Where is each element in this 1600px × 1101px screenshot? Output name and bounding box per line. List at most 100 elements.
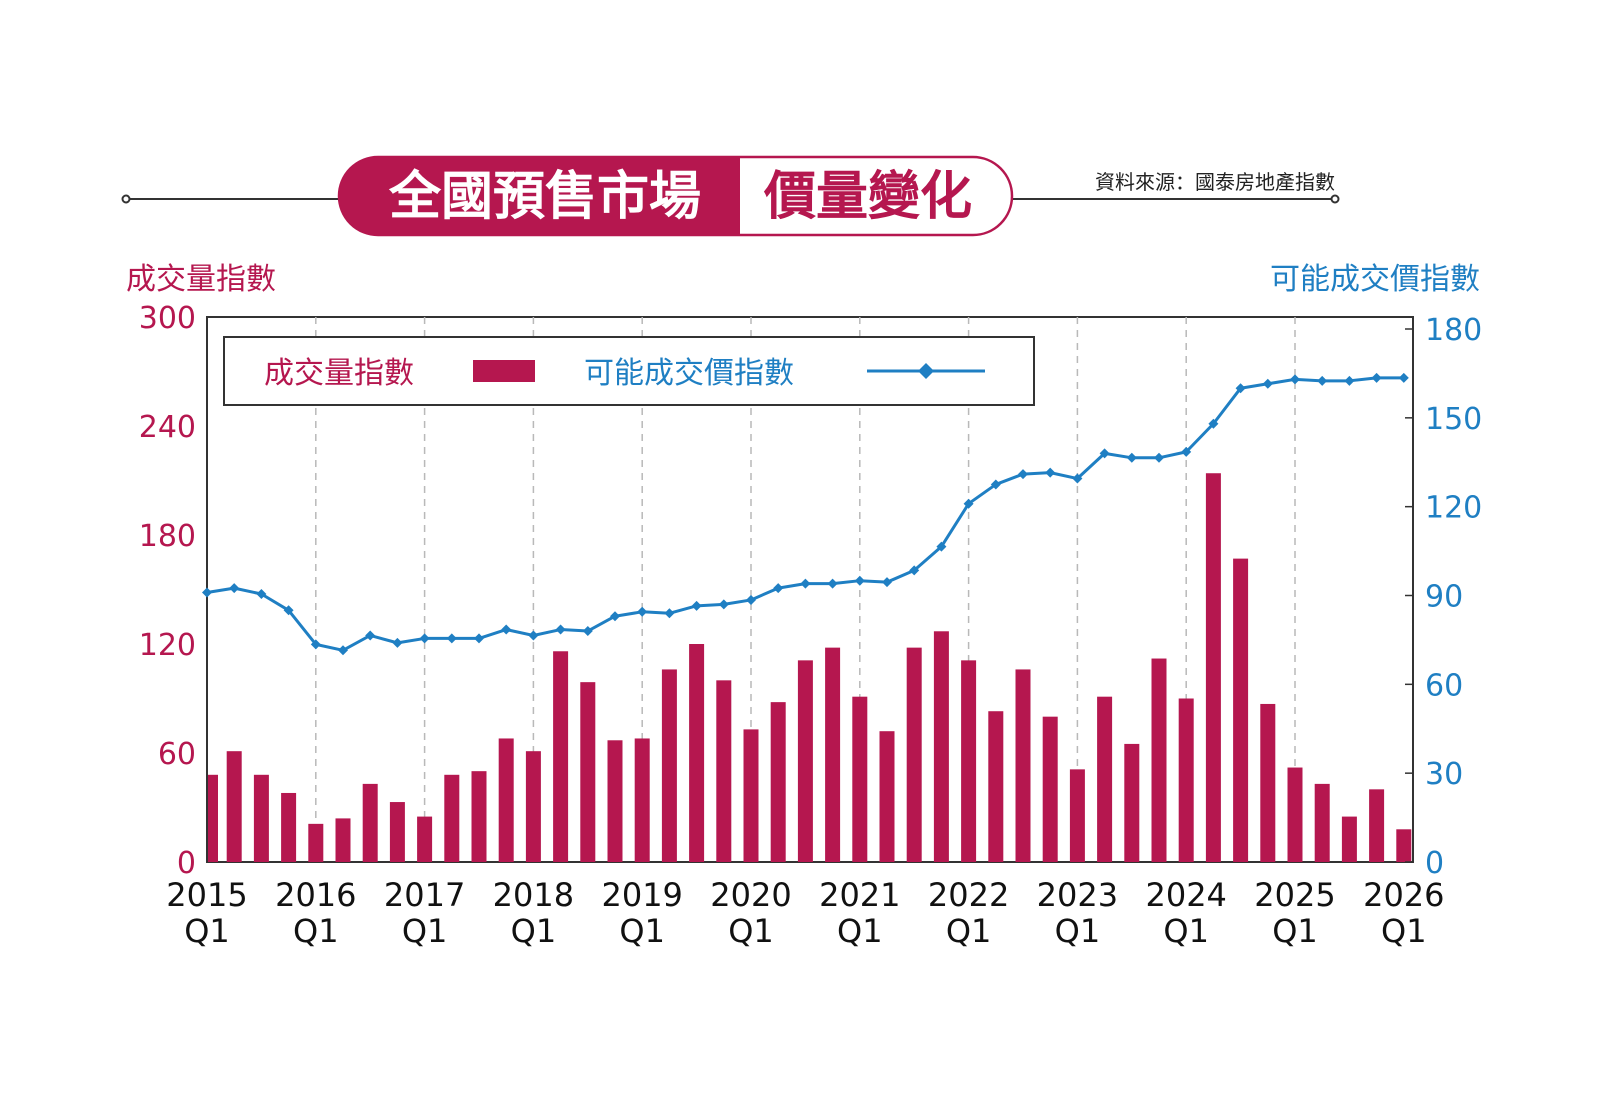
right-tick-label: 120 (1425, 491, 1482, 526)
right-axis-title: 可能成交價指數 (1270, 262, 1480, 297)
x-tick-quarter: Q1 (293, 912, 339, 950)
price-point (882, 577, 892, 588)
left-tick-label: 120 (139, 628, 196, 663)
volume-bar (1015, 669, 1031, 862)
price-point (1099, 448, 1110, 459)
volume-bar (498, 738, 514, 862)
price-point (1398, 372, 1409, 383)
right-tick-label: 30 (1425, 757, 1463, 792)
price-point (1290, 374, 1300, 385)
right-tick-label: 150 (1425, 402, 1482, 437)
volume-bar (1178, 698, 1194, 862)
legend-volume-swatch (473, 360, 535, 382)
right-axis-ticks: 0 30 60 90 120 150 180 (1405, 313, 1482, 881)
price-point (637, 606, 648, 617)
price-point (773, 583, 784, 594)
volume-bar (208, 774, 218, 862)
x-tick-quarter: Q1 (1381, 912, 1427, 950)
legend-volume-label: 成交量指數 (264, 356, 414, 391)
price-point (555, 624, 566, 635)
right-tick-label: 90 (1425, 580, 1463, 615)
volume-bar (607, 740, 623, 862)
x-tick-year: 2025 (1254, 876, 1335, 914)
volume-bar (389, 802, 405, 862)
volume-bar (417, 816, 433, 862)
price-point (963, 498, 974, 509)
x-tick-quarter: Q1 (1272, 912, 1318, 950)
price-point (1235, 383, 1246, 394)
x-axis-ticks: 2015Q12016Q12017Q12018Q12019Q12020Q12021… (166, 876, 1444, 950)
source-note: 資料來源：國泰房地產指數 (1095, 170, 1335, 194)
volume-bar (1314, 783, 1330, 862)
price-point (1072, 473, 1083, 484)
price-point (528, 630, 539, 641)
x-tick-year: 2016 (275, 876, 356, 914)
x-tick-quarter: Q1 (1163, 912, 1209, 950)
price-point (283, 605, 294, 616)
price-point (1154, 452, 1164, 463)
x-tick-year: 2020 (710, 876, 791, 914)
price-point (664, 608, 675, 619)
volume-bar (1369, 789, 1385, 862)
volume-bar (580, 682, 596, 862)
volume-bar (961, 660, 977, 862)
volume-bar (471, 771, 487, 862)
title-accent: 價量變化 (763, 167, 972, 227)
price-point (1045, 467, 1056, 478)
price-point (746, 594, 756, 605)
x-tick-quarter: Q1 (619, 912, 665, 950)
price-point (909, 565, 920, 576)
volume-bar (1341, 816, 1357, 862)
volume-bar (933, 631, 949, 862)
left-tick-label: 0 (177, 846, 196, 881)
price-point (718, 599, 729, 610)
x-tick-year: 2017 (384, 876, 465, 914)
volume-bar (1396, 829, 1412, 862)
price-point (691, 600, 702, 611)
header-rule-dot-right (1330, 194, 1340, 204)
price-point (229, 583, 240, 594)
x-tick-quarter: Q1 (402, 912, 448, 950)
volume-bar (634, 738, 650, 862)
x-tick-year: 2023 (1037, 876, 1118, 914)
x-tick-year: 2019 (601, 876, 682, 914)
volume-bar (1097, 696, 1113, 862)
volume-bar (661, 669, 677, 862)
price-point (800, 578, 811, 589)
x-tick-quarter: Q1 (728, 912, 774, 950)
volume-bar (879, 731, 895, 862)
volume-bar (1205, 473, 1221, 862)
price-series-line (206, 376, 1404, 652)
price-point (310, 639, 321, 650)
price-point (582, 626, 593, 637)
volume-bar (988, 711, 1004, 862)
price-point (1344, 375, 1355, 386)
price-point (990, 479, 1001, 490)
title-main: 全國預售市場 (388, 167, 701, 227)
price-point (392, 637, 403, 648)
x-tick-year: 2026 (1363, 876, 1444, 914)
right-tick-label: 180 (1425, 313, 1482, 348)
x-tick-year: 2024 (1145, 876, 1226, 914)
volume-bar (1124, 743, 1140, 862)
volume-bar (825, 647, 841, 862)
volume-bar (1287, 767, 1303, 862)
volume-bar (797, 660, 813, 862)
price-point (1317, 375, 1328, 386)
price-point (256, 589, 267, 600)
x-tick-quarter: Q1 (1055, 912, 1101, 950)
left-tick-label: 240 (139, 410, 196, 445)
price-point (365, 630, 376, 641)
price-point (202, 587, 212, 598)
volume-bar (253, 774, 269, 862)
volume-bar (1151, 658, 1167, 862)
volume-bar (444, 774, 460, 862)
price-point (501, 624, 512, 635)
price-point (936, 541, 947, 552)
legend-price-swatch-marker (918, 363, 934, 379)
right-tick-label: 0 (1425, 846, 1444, 881)
volume-bar (743, 729, 759, 862)
price-point (1018, 469, 1028, 480)
price-point (474, 633, 484, 644)
volume-bar (1069, 769, 1085, 862)
